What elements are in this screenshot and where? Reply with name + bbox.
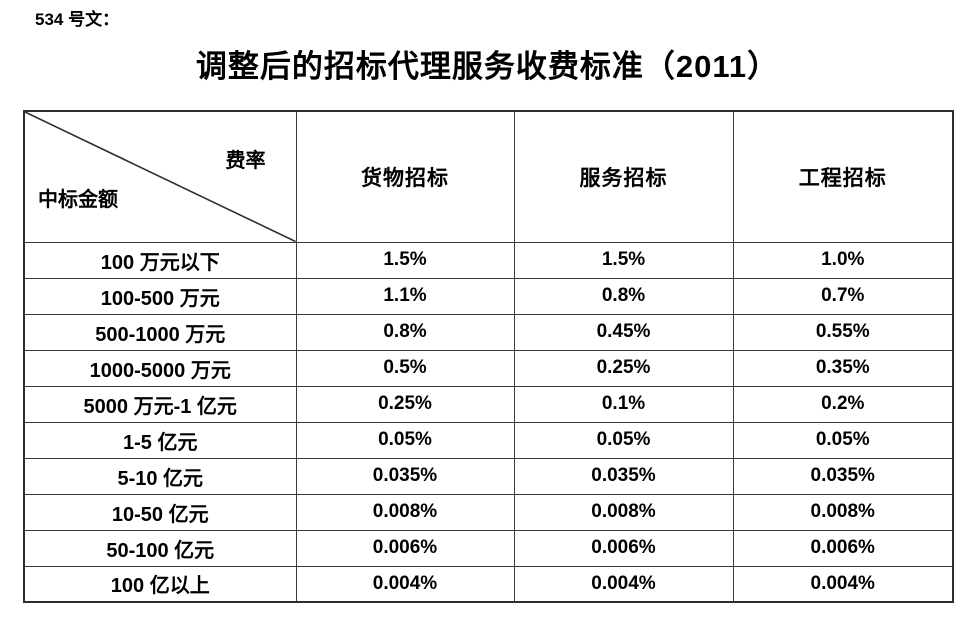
rate-cell: 0.006% (295, 529, 515, 567)
rate-cell: 0.006% (732, 529, 954, 567)
rate-cell: 0.1% (513, 385, 734, 423)
rate-cell: 0.004% (513, 565, 734, 603)
rate-cell: 0.008% (295, 493, 515, 531)
rate-cell: 0.035% (732, 457, 954, 495)
rate-cell: 0.35% (732, 349, 954, 387)
rate-cell: 0.006% (513, 529, 734, 567)
fee-rate-table: 费率 中标金额 货物招标 服务招标 工程招标 100 万元以下 1.5% 1.5… (23, 110, 954, 603)
table-row: 500-1000 万元 0.8% 0.45% 0.55% (23, 313, 954, 351)
rate-cell: 0.2% (732, 385, 954, 423)
diagonal-corner-cell: 费率 中标金额 (23, 110, 297, 243)
table-row: 100 亿以上 0.004% 0.004% 0.004% (23, 565, 954, 603)
rate-cell: 0.8% (295, 313, 515, 351)
rate-cell: 0.55% (732, 313, 954, 351)
rate-cell: 0.035% (295, 457, 515, 495)
rate-cell: 1.5% (295, 241, 515, 279)
corner-amount-label: 中标金额 (38, 188, 118, 211)
corner-rate-label: 费率 (225, 150, 266, 172)
table-row: 5000 万元-1 亿元 0.25% 0.1% 0.2% (23, 385, 954, 423)
amount-range-cell: 100-500 万元 (23, 277, 297, 315)
table-row: 1000-5000 万元 0.5% 0.25% 0.35% (23, 349, 954, 387)
amount-range-cell: 500-1000 万元 (23, 313, 297, 351)
rate-cell: 0.8% (513, 277, 734, 315)
rate-cell: 1.1% (295, 277, 515, 315)
amount-range-cell: 100 亿以上 (23, 565, 297, 603)
table-row: 100-500 万元 1.1% 0.8% 0.7% (23, 277, 954, 315)
amount-range-cell: 10-50 亿元 (23, 493, 297, 531)
rate-cell: 0.25% (513, 349, 734, 387)
amount-range-cell: 50-100 亿元 (23, 529, 297, 567)
rate-cell: 0.45% (513, 313, 734, 351)
column-header-goods: 货物招标 (295, 110, 515, 243)
doc-reference: 534 号文： (35, 10, 120, 29)
table-row: 100 万元以下 1.5% 1.5% 1.0% (23, 241, 954, 279)
column-header-services: 服务招标 (513, 110, 734, 243)
amount-range-cell: 1-5 亿元 (23, 421, 297, 459)
amount-range-cell: 100 万元以下 (23, 241, 297, 279)
amount-range-cell: 5-10 亿元 (23, 457, 297, 495)
table-row: 50-100 亿元 0.006% 0.006% 0.006% (23, 529, 954, 567)
rate-cell: 0.008% (732, 493, 954, 531)
table-row: 5-10 亿元 0.035% 0.035% 0.035% (23, 457, 954, 495)
diagonal-divider-line (25, 112, 296, 242)
table-row: 1-5 亿元 0.05% 0.05% 0.05% (23, 421, 954, 459)
table-row: 10-50 亿元 0.008% 0.008% 0.008% (23, 493, 954, 531)
page-title: 调整后的招标代理服务收费标准（2011） (195, 49, 780, 84)
rate-cell: 0.05% (732, 421, 954, 459)
rate-cell: 0.25% (295, 385, 515, 423)
column-header-engineering: 工程招标 (732, 110, 954, 243)
table-header-row: 费率 中标金额 货物招标 服务招标 工程招标 (23, 110, 954, 243)
rate-cell: 0.008% (513, 493, 734, 531)
amount-range-cell: 1000-5000 万元 (23, 349, 297, 387)
rate-cell: 0.035% (513, 457, 734, 495)
rate-cell: 0.004% (295, 565, 515, 603)
rate-cell: 0.5% (295, 349, 515, 387)
amount-range-cell: 5000 万元-1 亿元 (23, 385, 297, 423)
rate-cell: 1.0% (732, 241, 954, 279)
rate-cell: 0.004% (732, 565, 954, 603)
rate-cell: 0.05% (513, 421, 734, 459)
rate-cell: 0.7% (732, 277, 954, 315)
rate-cell: 1.5% (513, 241, 734, 279)
rate-cell: 0.05% (295, 421, 515, 459)
